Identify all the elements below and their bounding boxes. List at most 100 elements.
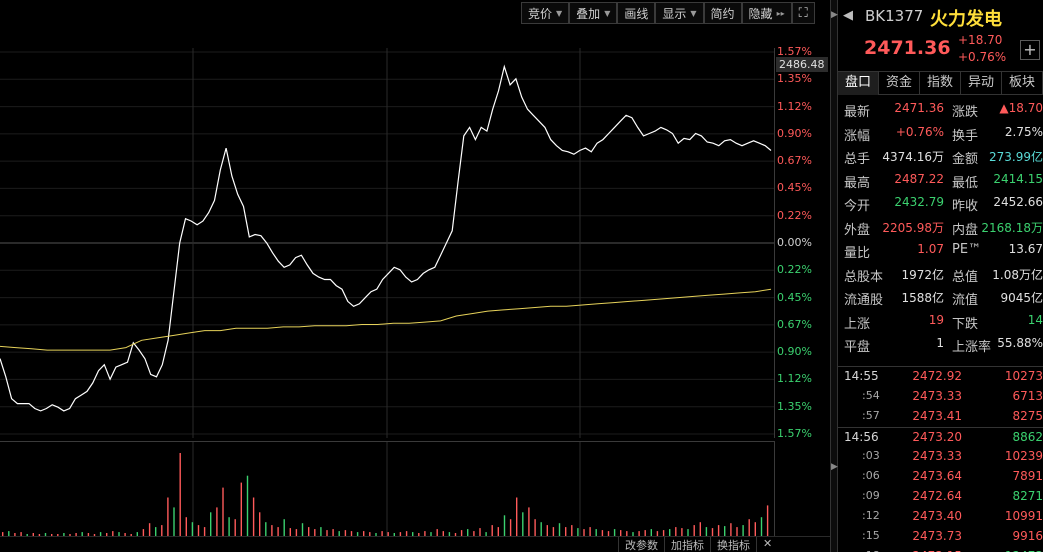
volume-bar — [650, 529, 652, 537]
draw-line-button[interactable]: 画线 — [617, 2, 656, 24]
tick-volume: 8275 — [1012, 409, 1043, 423]
collapse-right-icon[interactable]: ▶ — [831, 462, 838, 472]
change-params-button[interactable]: 改参数 — [618, 537, 664, 552]
volume-bar — [363, 531, 365, 537]
volume-bar — [277, 527, 279, 537]
quote-row: 外盘 2205.98万 内盘 2168.18万 — [838, 216, 1043, 240]
volume-bar — [216, 507, 218, 537]
display-button[interactable]: 显示 ▼ — [655, 2, 704, 24]
scale-label: 0.00% — [777, 236, 812, 249]
tick-volume: 10991 — [1004, 509, 1043, 523]
scale-label: 1.12% — [777, 372, 812, 386]
volume-bar — [595, 529, 597, 537]
tick-row: :57 2473.41 8275 — [838, 407, 1043, 427]
volume-bar — [375, 533, 377, 537]
quote-value: 1.07 — [917, 242, 944, 256]
add-indicator-button[interactable]: 加指标 — [664, 537, 710, 552]
indicator-bar — [0, 536, 830, 552]
volume-bar — [155, 527, 157, 537]
tick-price: 2473.20 — [912, 430, 962, 444]
volume-bar — [20, 532, 22, 537]
tick-row: :09 2472.64 8271 — [838, 487, 1043, 507]
volume-bar — [571, 525, 573, 537]
volume-bar — [51, 534, 53, 537]
quote-label: 流通股 — [844, 293, 884, 308]
price-line — [0, 64, 772, 412]
volume-bar — [87, 533, 90, 537]
quote-label: 流值 — [952, 293, 979, 308]
quote-value: 55.88% — [997, 336, 1043, 350]
quote-label: 金额 — [952, 152, 979, 167]
volume-bar — [454, 533, 457, 537]
quote-value: 2452.66 — [993, 195, 1043, 209]
tick-price: 2473.40 — [912, 509, 962, 523]
volume-bar — [711, 528, 714, 537]
volume-bar — [662, 530, 665, 537]
volume-bar — [546, 525, 548, 537]
dropdown-icon: ▼ — [604, 8, 611, 18]
back-arrow-icon[interactable]: ◀ — [843, 8, 853, 23]
close-icon[interactable]: ✕ — [756, 537, 774, 552]
volume-bar — [460, 530, 463, 537]
switch-indicator-button[interactable]: 换指标 — [710, 537, 756, 552]
tick-price: 2473.15 — [908, 549, 962, 552]
quote-panel: ◀ BK1377 火力发电 2471.36 +18.70 +0.76% + 盘口… — [838, 0, 1043, 552]
tab-sector[interactable]: 板块 — [1002, 72, 1043, 95]
volume-chart[interactable] — [0, 441, 775, 537]
volume-bar — [2, 532, 4, 537]
tick-row: :18 2473.15 12473 — [838, 547, 1043, 552]
volume-bar — [387, 532, 389, 537]
tab-funds[interactable]: 资金 — [879, 72, 920, 95]
volume-bar — [448, 532, 451, 537]
quote-label: 总手 — [844, 152, 871, 167]
volume-bar — [589, 527, 591, 537]
quote-value: 2432.79 — [894, 195, 944, 209]
hide-button[interactable]: 隐藏 ▸▸ — [741, 2, 792, 24]
tick-price: 2473.64 — [912, 469, 962, 483]
volume-bar — [583, 529, 585, 537]
volume-bar — [252, 497, 255, 537]
quote-row: 总股本 1972亿 总值 1.08万亿 — [838, 263, 1043, 287]
dropdown-icon: ▼ — [556, 8, 563, 18]
intraday-chart[interactable] — [0, 48, 775, 438]
volume-bar — [485, 532, 487, 537]
tick-list[interactable]: 14:55 2472.92 10273:54 2473.33 6713:57 2473.4… — [838, 366, 1043, 552]
volume-bar — [314, 529, 316, 537]
tick-time: :57 — [862, 409, 880, 422]
overlay-label: 叠加 — [576, 6, 601, 21]
overlay-button[interactable]: 叠加 ▼ — [569, 2, 618, 24]
tab-movement[interactable]: 异动 — [961, 72, 1002, 95]
quote-grid: 最新 2471.36 涨跌 ▲18.70 涨幅 +0.76% 换手 2.75% 总手 4374.1… — [838, 98, 1043, 357]
volume-bar — [63, 533, 65, 537]
scale-label: 1.57% — [777, 45, 812, 58]
volume-bar — [742, 525, 744, 537]
scale-label: 1.12% — [777, 99, 812, 113]
tick-price: 2473.33 — [912, 449, 962, 463]
volume-bar — [552, 527, 555, 537]
add-watchlist-icon[interactable]: + — [1020, 40, 1040, 60]
fullscreen-button[interactable]: ⛶ — [791, 2, 815, 24]
quote-label: 平盘 — [844, 340, 871, 355]
tab-orderbook[interactable]: 盘口 — [838, 72, 879, 95]
volume-bar — [118, 532, 120, 537]
tick-time: 14:56 — [844, 430, 879, 444]
volume-bar — [693, 525, 695, 537]
panel-splitter[interactable]: ▶ ▶ — [830, 0, 838, 552]
volume-bar — [124, 533, 126, 537]
tick-volume: 9916 — [1012, 529, 1043, 543]
bid-button[interactable]: 竞价 ▼ — [521, 2, 570, 24]
price-change-pct: +0.76% — [958, 50, 1007, 64]
volume-bar — [473, 531, 475, 537]
volume-bar — [724, 526, 726, 537]
quote-label: 量比 — [844, 246, 871, 261]
collapse-right-icon[interactable]: ▶ — [831, 10, 838, 20]
quote-label: PE™ — [952, 242, 982, 257]
simple-button[interactable]: 简约 — [703, 2, 742, 24]
quote-value: 1 — [936, 336, 944, 350]
volume-bar — [503, 515, 506, 537]
quote-row: 上涨 19 下跌 14 — [838, 310, 1043, 334]
volume-bar — [730, 523, 732, 537]
tab-index[interactable]: 指数 — [920, 72, 961, 95]
tick-price: 2473.41 — [912, 409, 962, 423]
tick-time: :03 — [862, 449, 880, 462]
